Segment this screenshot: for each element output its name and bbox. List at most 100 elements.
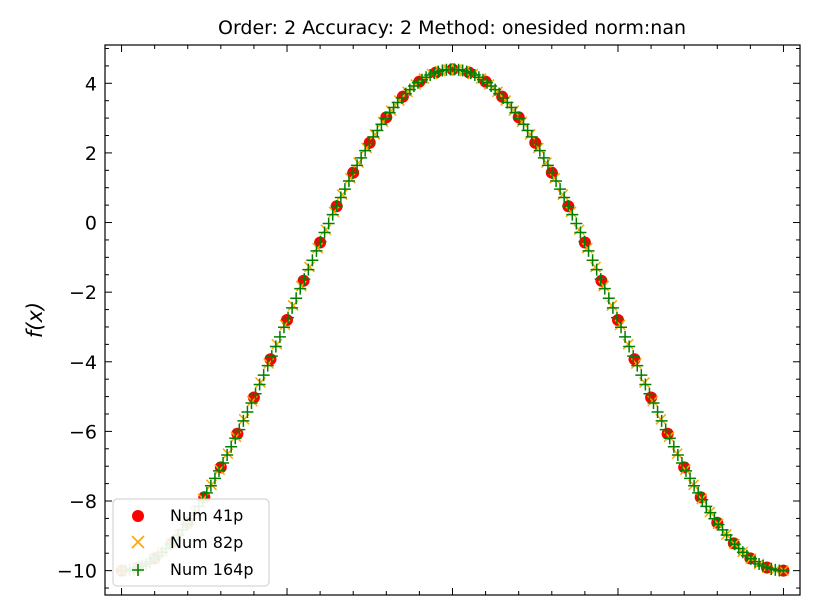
data-point [269,340,282,353]
data-point [541,159,554,172]
data-point [352,157,365,169]
y-tick-label: 2 [85,143,97,165]
data-point [282,311,295,324]
data-point [213,464,226,477]
y-tick-label: −2 [69,282,97,304]
data-point [363,137,376,150]
data-point [204,479,217,492]
data-point [310,244,323,257]
data-point [233,423,246,436]
data-point [351,159,364,172]
data-point [570,217,583,230]
data-point [566,208,579,221]
data-point [655,414,668,427]
data-point [281,314,294,326]
data-point [371,124,384,137]
data-point [359,144,372,157]
data-point [521,124,534,137]
y-tick-label: −10 [57,561,97,583]
data-point [606,301,619,314]
data-point [322,217,335,230]
data-point [347,167,360,180]
legend-marker-plus [132,564,144,576]
axis-ticks: 4 2 0 −2 −4 −6 −8 −10 [57,45,800,595]
data-point [334,191,347,204]
data-point [342,175,355,188]
data-point [253,378,266,391]
data-point [700,500,713,513]
legend-marker-x [131,535,145,549]
data-point [286,301,299,314]
data-point [229,432,242,445]
legend-label: Num 164p [170,560,253,579]
data-point [651,405,664,418]
data-point [245,396,258,409]
legend-box [112,498,270,587]
data-point [692,486,705,499]
data-point [590,263,603,276]
data-point [225,440,238,453]
data-point [326,208,339,221]
legend-entry-164p: Num 164p [132,560,253,579]
data-point [627,350,640,363]
data-point [635,369,648,382]
data-point [558,191,571,204]
data-point [661,427,674,440]
data-point [290,292,303,305]
legend-entry-41p: Num 41p [132,506,243,525]
y-tick-label: −6 [69,421,97,443]
data-point [704,506,717,519]
data-point [517,118,530,131]
data-point [684,472,697,485]
data-point [277,321,290,334]
data-point [647,396,660,409]
data-point [602,292,615,305]
legend-label: Num 41p [170,506,243,525]
y-tick-label: −4 [69,352,97,374]
data-point [540,157,553,169]
data-point [241,405,254,418]
data-point [671,448,684,461]
y-axis-label: f(x) [23,302,47,338]
data-point [306,254,319,267]
data-point [562,200,575,212]
data-point [623,340,636,353]
data-point [525,130,538,143]
data-point [264,353,277,366]
data-point [696,493,709,506]
data-point [611,314,624,326]
data-point [574,226,587,239]
data-point [338,183,351,196]
data-point [249,387,262,400]
data-point [550,175,563,188]
data-point [355,151,368,164]
data-point [679,464,692,477]
data-point [663,432,676,445]
y-tick-label: 0 [85,213,97,235]
data-point [294,282,307,295]
legend: Num 41p Num 82p Num 164p [112,498,270,587]
data-point [314,235,327,248]
data-point [675,456,688,469]
data-point [586,254,599,267]
data-point [659,423,672,436]
y-tick-label: 4 [85,73,97,95]
data-point [200,486,213,499]
data-point [318,226,331,239]
data-point [578,235,591,248]
data-point [643,387,656,400]
data-point [628,353,641,366]
data-point [615,321,628,334]
data-point [410,78,422,91]
data-point [273,330,286,343]
data-point [208,472,221,485]
data-point [610,311,623,324]
data-point [237,414,250,427]
data-point [598,282,611,295]
data-point [533,144,546,157]
data-point [619,330,632,343]
data-point [231,427,244,440]
data-point [537,151,550,164]
data-point [688,479,701,492]
